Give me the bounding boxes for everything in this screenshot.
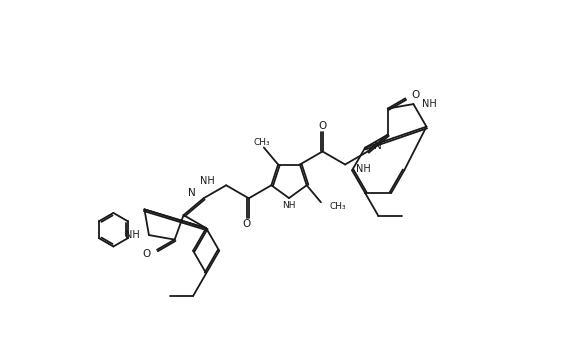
Text: N: N (189, 188, 196, 198)
Text: NH: NH (356, 163, 371, 173)
Text: CH₃: CH₃ (253, 138, 270, 147)
Text: NH: NH (125, 230, 140, 240)
Text: O: O (319, 121, 327, 131)
Text: O: O (242, 219, 250, 229)
Text: O: O (411, 90, 419, 100)
Text: NH: NH (422, 99, 437, 109)
Text: O: O (143, 249, 151, 259)
Text: NH: NH (282, 201, 296, 210)
Text: CH₃: CH₃ (330, 202, 347, 211)
Text: N: N (374, 141, 382, 151)
Text: NH: NH (201, 176, 215, 186)
